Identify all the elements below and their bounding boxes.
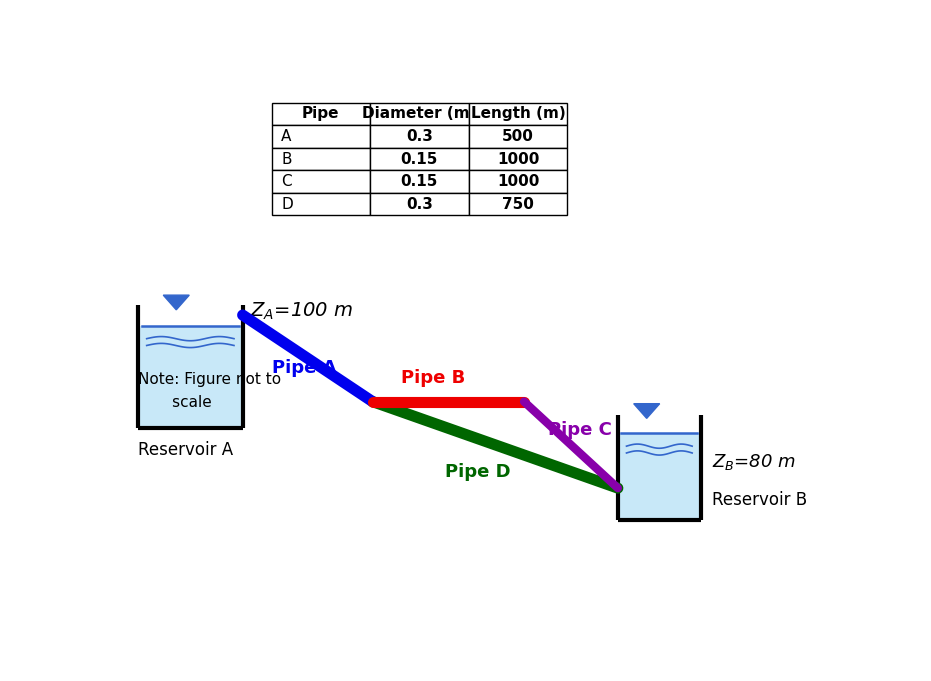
Text: Reservoir B: Reservoir B: [711, 491, 807, 509]
Polygon shape: [634, 404, 660, 418]
Text: Pipe D: Pipe D: [445, 463, 510, 481]
Text: Pipe A: Pipe A: [272, 358, 336, 377]
Bar: [618, 433, 701, 520]
Text: Note: Figure not to
       scale: Note: Figure not to scale: [138, 373, 281, 410]
Text: $Z_A$=100 m: $Z_A$=100 m: [250, 301, 353, 322]
Polygon shape: [163, 295, 189, 310]
Text: Pipe C: Pipe C: [547, 422, 612, 439]
Text: $Z_B$=80 m: $Z_B$=80 m: [711, 452, 795, 472]
Text: Pipe B: Pipe B: [401, 369, 466, 387]
Text: Reservoir A: Reservoir A: [138, 441, 233, 459]
Bar: [138, 326, 243, 428]
